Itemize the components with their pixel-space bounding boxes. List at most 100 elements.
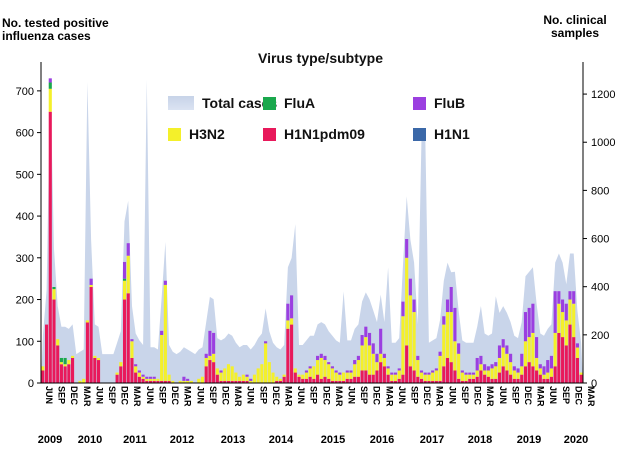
bar-flub <box>286 303 290 321</box>
bar-flub <box>393 372 398 375</box>
x-tick-label: JUN <box>296 386 306 404</box>
bar-h1n1pdm09 <box>464 380 468 383</box>
bar-flub <box>353 360 357 365</box>
x-year-label: 2010 <box>78 434 102 446</box>
bar-h1n1pdm09 <box>379 362 383 383</box>
bar-h3n2 <box>460 372 464 381</box>
bar-h3n2 <box>471 374 476 379</box>
bar-flua <box>122 278 127 281</box>
bar-h3n2 <box>93 355 97 358</box>
bar-h1n1pdm09 <box>223 380 227 383</box>
bar-h1n1pdm09 <box>219 380 223 383</box>
bar-flub <box>186 378 190 381</box>
bar-flub <box>379 328 383 354</box>
legend-h3n2: H3N2 <box>168 126 225 142</box>
x-tick-label: JUN <box>195 386 205 404</box>
bar-h1n1pdm09 <box>226 380 231 383</box>
x-tick-label: DEC <box>523 386 533 406</box>
bar-h1n1pdm09 <box>520 374 524 383</box>
bar-h1n1pdm09 <box>575 357 579 383</box>
bar-h3n2 <box>163 284 167 381</box>
bar-h3n2 <box>453 341 457 371</box>
bar-h3n2 <box>568 299 572 325</box>
bar-flub <box>457 343 461 354</box>
bar-h3n2 <box>208 355 212 361</box>
x-year-label: 2015 <box>321 434 345 446</box>
bar-h1n1pdm09 <box>85 322 89 383</box>
bar-flub <box>390 372 394 375</box>
bar-h3n2 <box>137 372 141 377</box>
legend-label-total: Total cases <box>202 95 278 111</box>
bar-h3n2 <box>189 380 193 383</box>
bar-flub <box>134 364 138 367</box>
bar-flub <box>416 355 420 361</box>
bar-flub <box>137 370 141 373</box>
bar-h1n1pdm09 <box>538 374 542 383</box>
bar-h1n1pdm09 <box>490 378 494 383</box>
bar-flub <box>319 353 323 358</box>
bar-h3n2 <box>386 368 390 375</box>
bar-h1n1pdm09 <box>48 111 52 383</box>
bar-flub <box>557 291 561 304</box>
bar-flub <box>264 341 268 344</box>
bar-h3n2 <box>445 312 450 358</box>
bar-h1n1pdm09 <box>160 380 164 383</box>
bar-flub <box>330 366 334 369</box>
bar-h1n1pdm09 <box>290 324 294 383</box>
bar-flub <box>245 374 249 377</box>
bar-h1n1pdm09 <box>509 374 513 383</box>
x-tick-label: SEP <box>460 386 470 404</box>
x-tick-label: MAR <box>132 386 142 407</box>
x-tick-label: MAR <box>536 386 546 407</box>
x-year-label: 2011 <box>123 434 147 446</box>
legend-h1n1: H1N1 <box>413 126 470 142</box>
bar-h3n2 <box>182 380 186 383</box>
bar-flub <box>152 376 156 379</box>
x-tick-label: SEP <box>157 386 167 404</box>
bar-h3n2 <box>41 366 45 371</box>
bar-flub <box>386 366 390 369</box>
bar-h1n1pdm09 <box>119 366 123 383</box>
x-tick-label: DEC <box>271 386 281 406</box>
bar-h1n1pdm09 <box>542 378 546 383</box>
bar-flub <box>371 343 375 354</box>
bar-h1n1pdm09 <box>308 376 312 383</box>
bar-h1n1pdm09 <box>371 374 375 383</box>
bar-h1n1pdm09 <box>393 380 398 383</box>
y-axis-label-left: No. tested positive influenza cases <box>2 16 109 43</box>
bar-h3n2 <box>249 380 253 383</box>
bar-flub <box>208 330 212 356</box>
bar-h3n2 <box>475 370 479 377</box>
bar-h3n2 <box>523 341 528 367</box>
bar-flub <box>160 330 164 335</box>
bar-h1n1pdm09 <box>367 374 372 383</box>
bar-h1n1pdm09 <box>408 366 412 383</box>
bar-h3n2 <box>367 345 372 375</box>
bar-h3n2 <box>167 374 171 381</box>
x-tick-label: SEP <box>309 386 319 404</box>
bar-h1n1pdm09 <box>382 366 386 383</box>
legend-swatch-h1n1 <box>413 127 426 141</box>
bar-h1n1pdm09 <box>557 332 561 383</box>
bar-h3n2 <box>338 374 342 381</box>
bar-flub <box>568 291 572 300</box>
bar-h1n1pdm09 <box>126 293 130 383</box>
bar-h3n2 <box>512 370 516 379</box>
bar-h3n2 <box>535 357 539 371</box>
bar-h3n2 <box>549 368 553 377</box>
chart-title: Virus type/subtype <box>258 50 384 66</box>
bar-flub <box>316 355 320 361</box>
legend-swatch-total <box>168 96 194 110</box>
bar-h3n2 <box>423 374 427 381</box>
bar-h1n1pdm09 <box>282 376 286 383</box>
bar-h1n1pdm09 <box>527 362 531 383</box>
bar-h3n2 <box>212 353 216 363</box>
legend-label-flub: FluB <box>434 95 466 111</box>
bar-h1n1pdm09 <box>483 374 487 383</box>
bar-h3n2 <box>382 357 386 367</box>
bar-h1n1pdm09 <box>204 366 208 383</box>
bar-h1n1pdm09 <box>390 380 394 383</box>
bar-flub <box>553 291 557 333</box>
bar-h1n1pdm09 <box>71 357 75 383</box>
